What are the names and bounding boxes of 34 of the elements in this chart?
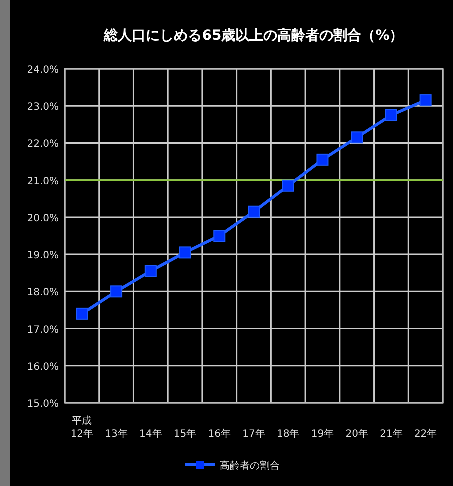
y-tick-label: 17.0%: [27, 324, 59, 336]
x-tick-label: 21年: [380, 428, 403, 440]
point: [76, 308, 88, 320]
x-tick-label: 13年: [105, 428, 128, 440]
x-tick-label: 18年: [276, 428, 300, 440]
point: [420, 94, 432, 107]
point: [351, 132, 364, 144]
x-tick-label: 15年: [174, 428, 197, 440]
point: [214, 230, 226, 242]
y-tick-label: 23.0%: [27, 102, 59, 114]
y-tick-label: 15.0%: [27, 399, 59, 410]
point: [110, 286, 123, 298]
x-tick-label: 平成 12年: [70, 415, 94, 440]
x-tick-label: 14年: [140, 428, 162, 440]
point: [316, 154, 329, 166]
y-tick-label: 16.0%: [27, 362, 59, 373]
point: [248, 206, 260, 218]
y-tick-label: 24.0%: [27, 65, 59, 76]
x-tick-label: 20年: [346, 428, 368, 440]
x-tick-label: 19年: [311, 428, 334, 440]
y-tick-label: 18.0%: [27, 288, 59, 299]
y-tick-label: 21.0%: [27, 176, 59, 188]
x-tick-label: 17年: [242, 428, 266, 440]
y-tick-label: 19.0%: [27, 250, 59, 262]
point: [282, 180, 294, 192]
x-tick-label: 16年: [208, 428, 232, 440]
x-tick-label: 22年: [414, 428, 438, 440]
point: [144, 265, 157, 278]
point: [179, 246, 192, 259]
y-tick-label: 20.0%: [27, 213, 59, 224]
point: [385, 109, 398, 122]
chart-title: 総人口にしめる65歳以上の高齢者の割合（%）: [103, 27, 404, 44]
y-tick-label: 22.0%: [27, 139, 59, 150]
legend-label: 高齢者の割合: [220, 460, 280, 472]
